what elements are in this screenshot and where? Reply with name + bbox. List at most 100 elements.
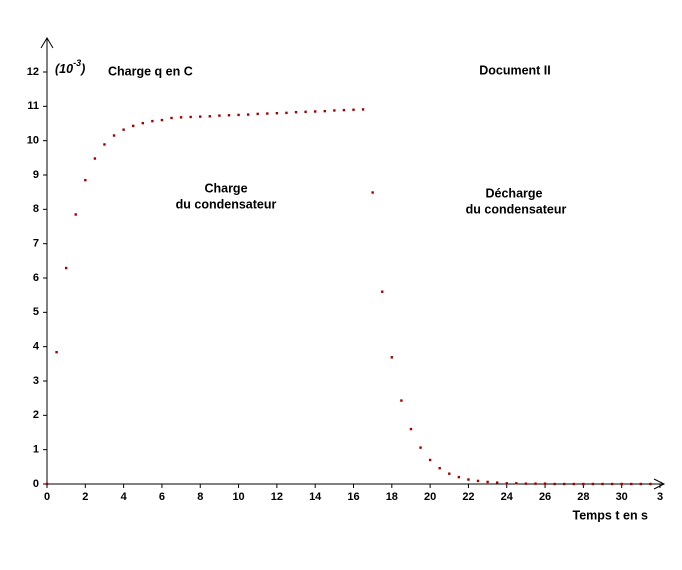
x-tick-label: 24 [501,491,514,503]
point [333,109,336,112]
y-tick-label: 3 [33,375,39,387]
point [630,482,633,486]
point [285,111,288,115]
annotation: du condensateur [176,197,277,211]
y-tick-label: 1 [33,444,39,456]
x-tick-label: 14 [309,491,322,503]
y-tick-label: 11 [27,100,39,112]
x-tick-label: 8 [197,491,203,503]
point [505,482,508,485]
x-tick-label: 16 [347,491,359,503]
point [179,116,183,119]
x-tick-label: 10 [232,491,244,503]
point [448,472,451,475]
point [170,116,173,120]
y-tick-label: 12 [27,66,39,78]
point [151,119,154,123]
point [457,475,461,479]
point [400,399,403,402]
y-tick-label: 7 [33,238,39,250]
point [122,128,125,131]
annotation: du condensateur [466,202,567,216]
y-tick-label: 9 [33,169,39,181]
point [438,467,441,470]
point [572,482,575,486]
point [256,112,259,116]
point [495,481,499,484]
x-tick-label: 6 [159,491,165,503]
annotation: Charge [204,181,247,195]
point [428,458,432,462]
point [563,482,566,486]
point [246,113,250,116]
y-tick-label: 2 [33,409,39,421]
point [582,482,585,486]
point [275,112,279,115]
point [553,482,556,486]
point [524,482,528,485]
point [601,482,604,486]
point [352,108,355,111]
y-tick-label: 8 [33,203,39,215]
point [323,109,326,113]
point [591,482,595,486]
x-tick-label: 2 [82,491,88,503]
point [199,115,202,118]
point [534,482,537,485]
point [304,110,307,114]
point [160,118,164,122]
point [266,112,269,115]
y-tick-label: 5 [33,306,39,318]
point [390,356,394,359]
point [342,108,346,112]
point [112,134,116,137]
point [476,479,480,483]
point [294,110,298,114]
y-axis-arrow [40,37,54,49]
point [45,482,49,486]
point [381,290,384,293]
point [218,114,221,117]
point [74,213,77,216]
point [84,178,87,182]
point [237,113,240,117]
y-tick-label: 4 [33,341,40,353]
point [620,482,623,486]
y-scale-suffix: ) [79,62,85,76]
point [208,115,212,118]
point [649,482,652,486]
y-tick-label: 10 [27,135,39,147]
x-tick-label: 4 [121,491,128,503]
x-tick-label: 12 [271,491,283,503]
x-tick-label: 3 [657,491,663,503]
x-tick-label: 26 [539,491,551,503]
x-tick-label: 30 [616,491,628,503]
point [361,108,365,111]
chart-title: Charge q en C [108,64,193,78]
point [55,350,58,354]
point [93,157,97,160]
point [189,115,192,119]
point [371,191,374,194]
x-tick-label: 0 [44,491,50,503]
point [227,114,231,117]
y-scale-prefix: (10 [55,62,73,76]
point [103,143,106,146]
y-scale-exponent: -3 [73,58,81,68]
subtitle: Document II [479,63,551,77]
point [610,482,614,486]
point [313,110,317,113]
point [64,266,68,270]
point [639,482,643,486]
point [419,446,422,449]
point [543,482,547,485]
x-tick-label: 28 [577,491,589,503]
point [486,480,489,484]
x-tick-label: 18 [386,491,398,503]
x-tick-label: 20 [424,491,436,503]
point [515,482,518,485]
x-axis-label: Temps t en s [573,508,649,522]
annotation: Décharge [486,186,543,200]
y-tick-label: 0 [33,478,39,490]
